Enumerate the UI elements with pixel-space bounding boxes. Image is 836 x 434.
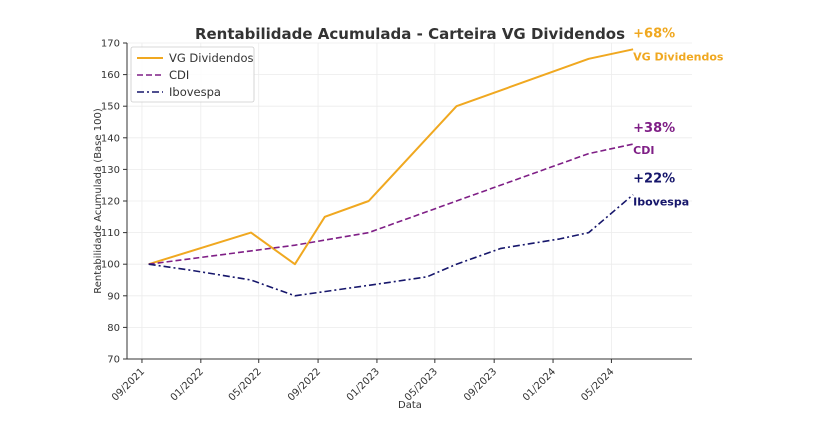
end-value-label: +68% (633, 26, 675, 41)
x-axis-label: Data (398, 400, 422, 411)
end-value-label: +38% (633, 121, 675, 136)
y-tick-label: 150 (101, 102, 120, 113)
y-tick-label: 160 (101, 70, 120, 81)
y-tick-label: 90 (107, 291, 120, 302)
end-value-label: +22% (633, 172, 675, 187)
y-tick-label: 120 (101, 197, 120, 208)
x-tick-label: 01/2024 (521, 366, 558, 403)
y-tick-label: 70 (107, 355, 120, 366)
legend: VG Dividendos CDI Ibovespa (130, 46, 255, 103)
x-tick-label: 09/2022 (286, 366, 323, 403)
x-ticks: 09/2021 01/2022 05/2022 09/2022 01/2023 05/20… (110, 359, 617, 403)
series-line-vg-dividendos (148, 48, 634, 266)
y-tick-label: 100 (101, 260, 120, 271)
y-tick-label: 130 (101, 165, 120, 176)
x-tick-label: 01/2022 (169, 366, 206, 403)
y-axis-label: Rentabilidade Acumulada (Base 100) (93, 108, 104, 294)
x-tick-label: 09/2021 (110, 366, 147, 403)
y-tick-label: 170 (101, 39, 120, 50)
end-series-label: CDI (633, 144, 654, 157)
end-series-label: VG Dividendos (633, 50, 724, 63)
x-tick-label: 05/2022 (227, 366, 264, 403)
chart-title: Rentabilidade Acumulada - Carteira VG Di… (195, 25, 625, 43)
series-line-ibovespa (148, 194, 634, 297)
y-tick-label: 110 (101, 228, 120, 239)
legend-entry-label: Ibovespa (169, 85, 221, 99)
x-tick-label: 05/2024 (579, 366, 616, 403)
y-ticks: 70 80 90 100 110 120 130 140 150 160 170 (101, 39, 127, 366)
x-tick-label: 09/2023 (462, 366, 499, 403)
x-tick-label: 05/2023 (403, 366, 440, 403)
legend-entry-label: CDI (169, 68, 189, 82)
legend-entry-label: VG Dividendos (169, 51, 253, 65)
x-tick-label: 01/2023 (345, 366, 382, 403)
y-tick-label: 140 (101, 133, 120, 144)
series-line-cdi (148, 143, 634, 265)
legend-box (130, 46, 255, 103)
end-labels: +68% VG Dividendos +38% CDI +22% Ibovespa (633, 26, 724, 208)
y-tick-label: 80 (107, 323, 120, 334)
end-series-label: Ibovespa (633, 196, 689, 209)
series-layer (148, 48, 634, 297)
